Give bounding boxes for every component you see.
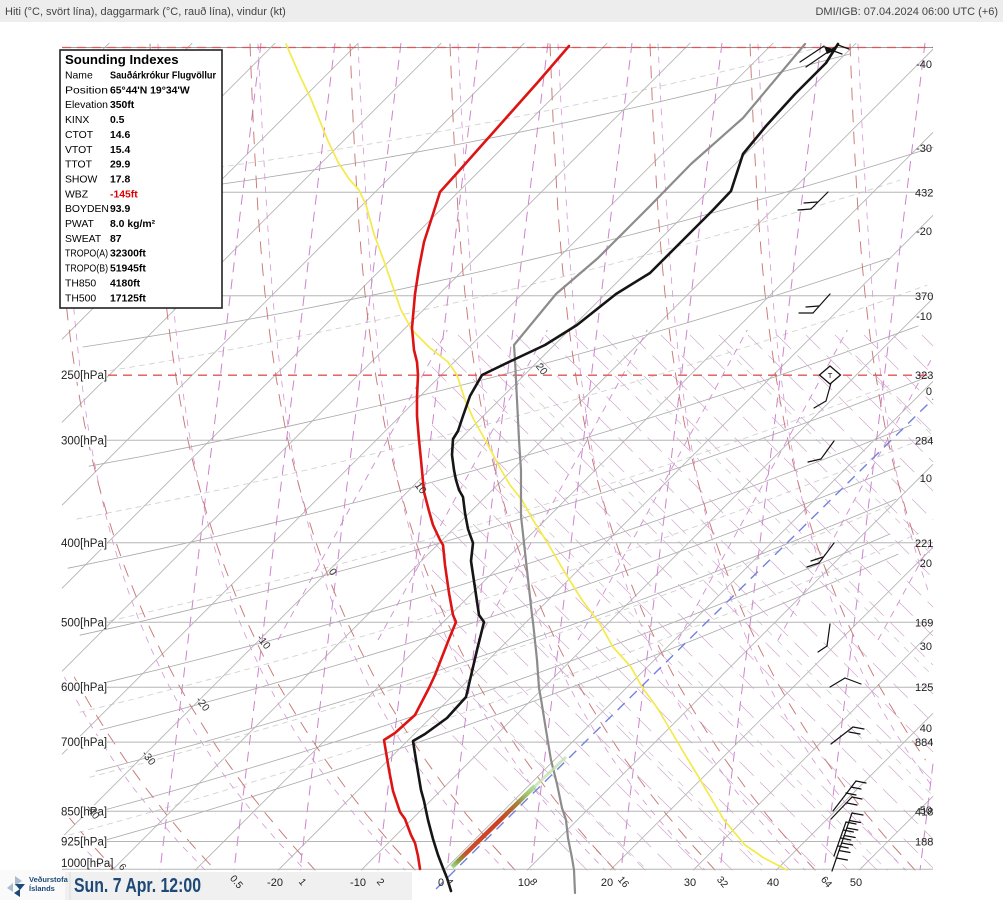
svg-text:50: 50 xyxy=(920,805,932,817)
svg-text:-40: -40 xyxy=(916,59,932,71)
svg-text:8.0 kg/m²: 8.0 kg/m² xyxy=(110,219,156,230)
svg-text:87: 87 xyxy=(110,234,122,245)
svg-text:WBZ: WBZ xyxy=(65,189,89,200)
svg-text:SWEAT: SWEAT xyxy=(65,234,102,245)
svg-text:-145ft: -145ft xyxy=(110,189,138,200)
svg-text:250[hPa]: 250[hPa] xyxy=(61,370,107,382)
svg-text:Position: Position xyxy=(65,85,108,96)
svg-text:51945ft: 51945ft xyxy=(110,264,146,275)
svg-text:-20: -20 xyxy=(916,226,932,238)
svg-text:VTOT: VTOT xyxy=(65,145,93,156)
svg-text:600[hPa]: 600[hPa] xyxy=(61,682,107,694)
svg-text:2843: 2843 xyxy=(915,435,939,447)
svg-text:-10: -10 xyxy=(916,311,932,323)
svg-text:50: 50 xyxy=(850,877,862,889)
svg-text:TROPO(B): TROPO(B) xyxy=(65,264,108,275)
svg-text:350ft: 350ft xyxy=(110,100,135,111)
svg-text:3703: 3703 xyxy=(915,291,939,303)
svg-text:400[hPa]: 400[hPa] xyxy=(61,538,107,550)
svg-text:418: 418 xyxy=(915,806,933,818)
svg-text:500[hPa]: 500[hPa] xyxy=(61,617,107,629)
svg-text:-20: -20 xyxy=(267,877,283,889)
svg-text:1697: 1697 xyxy=(915,617,939,629)
svg-text:8: 8 xyxy=(527,877,539,889)
svg-text:14.6: 14.6 xyxy=(110,130,130,141)
svg-text:0.5: 0.5 xyxy=(110,115,125,126)
svg-text:Hiti (°C, svört lína), daggarm: Hiti (°C, svört lína), daggarmark (°C, r… xyxy=(5,6,286,18)
svg-text:TROPO(A): TROPO(A) xyxy=(65,249,108,260)
svg-text:SHOW: SHOW xyxy=(65,174,98,185)
svg-text:30: 30 xyxy=(684,877,696,889)
svg-text:1: 1 xyxy=(296,877,308,889)
svg-text:1000[hPa]: 1000[hPa] xyxy=(61,858,113,870)
svg-text:32300ft: 32300ft xyxy=(110,249,146,260)
svg-text:CTOT: CTOT xyxy=(65,130,94,141)
svg-text:2213: 2213 xyxy=(915,538,939,550)
svg-text:Sauðárkrókur Flugvöllur: Sauðárkrókur Flugvöllur xyxy=(110,70,216,82)
svg-text:-30: -30 xyxy=(916,143,932,155)
svg-text:925[hPa]: 925[hPa] xyxy=(61,837,107,849)
svg-text:188: 188 xyxy=(915,837,933,849)
svg-text:15.4: 15.4 xyxy=(110,145,130,156)
svg-text:Name: Name xyxy=(65,71,93,82)
svg-text:1259: 1259 xyxy=(915,682,939,694)
svg-text:2: 2 xyxy=(374,877,386,889)
svg-text:T: T xyxy=(828,371,833,380)
svg-text:Íslands: Íslands xyxy=(29,884,55,893)
svg-text:4: 4 xyxy=(443,877,455,889)
svg-text:20: 20 xyxy=(601,877,613,889)
svg-text:93.9: 93.9 xyxy=(110,204,130,215)
svg-text:700[hPa]: 700[hPa] xyxy=(61,737,107,749)
svg-text:3233: 3233 xyxy=(915,370,939,382)
svg-text:Sounding Indexes: Sounding Indexes xyxy=(65,52,179,67)
svg-text:TTOT: TTOT xyxy=(65,160,93,171)
svg-text:0: 0 xyxy=(926,386,932,398)
svg-text:-10: -10 xyxy=(350,877,366,889)
svg-text:850[hPa]: 850[hPa] xyxy=(61,806,107,818)
svg-text:10: 10 xyxy=(920,473,932,485)
svg-text:PWAT: PWAT xyxy=(65,219,95,230)
svg-text:Elevation: Elevation xyxy=(65,100,108,111)
svg-text:300[hPa]: 300[hPa] xyxy=(61,435,107,447)
svg-text:4325: 4325 xyxy=(915,187,939,199)
svg-text:KINX: KINX xyxy=(65,115,89,126)
svg-text:BOYDEN: BOYDEN xyxy=(65,204,109,215)
svg-text:17125ft: 17125ft xyxy=(110,293,146,304)
svg-text:TH850: TH850 xyxy=(65,278,96,289)
svg-text:65°44'N 19°34'W: 65°44'N 19°34'W xyxy=(110,85,190,96)
svg-text:10: 10 xyxy=(518,877,530,889)
svg-text:6: 6 xyxy=(116,862,128,874)
svg-text:DMI/IGB: 07.04.2024 06:00 UTC: DMI/IGB: 07.04.2024 06:00 UTC (+6) xyxy=(815,6,998,18)
svg-text:Veðurstofa: Veðurstofa xyxy=(29,875,69,884)
svg-text:29.9: 29.9 xyxy=(110,160,130,171)
svg-text:4180ft: 4180ft xyxy=(110,278,141,289)
svg-text:TH500: TH500 xyxy=(65,293,96,304)
svg-text:40: 40 xyxy=(920,723,932,735)
svg-text:0: 0 xyxy=(438,877,444,889)
svg-text:40: 40 xyxy=(767,877,779,889)
svg-text:Sun. 7 Apr. 12:00: Sun. 7 Apr. 12:00 xyxy=(74,875,201,897)
svg-text:884: 884 xyxy=(915,737,933,749)
svg-text:17.8: 17.8 xyxy=(110,174,130,185)
svg-text:20: 20 xyxy=(920,558,932,570)
svg-text:30: 30 xyxy=(920,641,932,653)
